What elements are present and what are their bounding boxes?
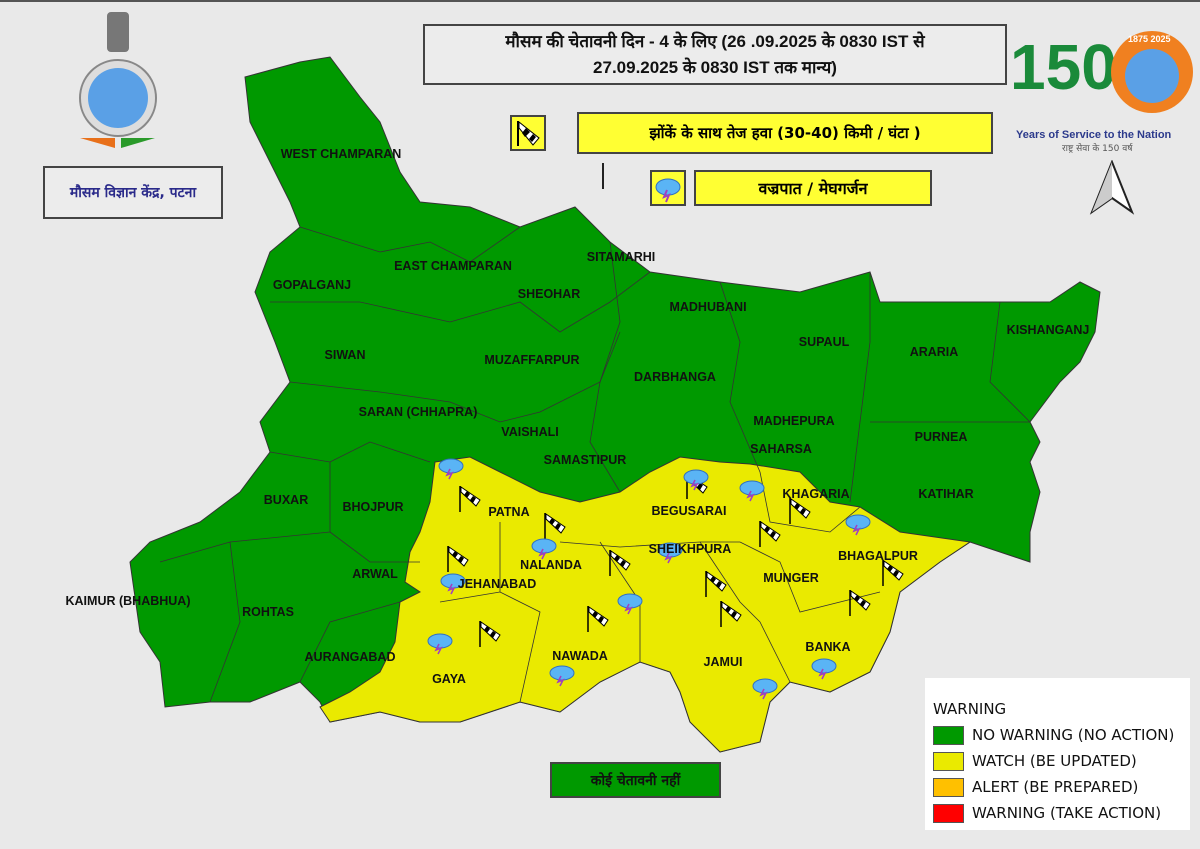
watch-region <box>319 456 972 753</box>
windsock-icon <box>759 521 781 547</box>
thunderstorm-cloud-icon <box>752 678 778 700</box>
district-label: BUXAR <box>263 493 309 507</box>
district-label: GAYA <box>432 672 466 686</box>
windsock-icon <box>705 571 727 597</box>
district-label: PURNEA <box>914 430 968 444</box>
imd-150-years-logo: 150 1875 2025 <box>1010 22 1195 127</box>
district-label: SIWAN <box>324 348 366 362</box>
district-label: SAMASTIPUR <box>543 453 627 467</box>
district-label: MUZAFFARPUR <box>484 353 580 367</box>
district-label: MUNGER <box>763 571 819 585</box>
district-label: ROHTAS <box>242 605 294 619</box>
district-label: NAWADA <box>552 649 608 663</box>
wind-symbol-label: झोंकें के साथ तेज हवा (30-40) किमी / घंट… <box>577 112 993 154</box>
district-label: MADHUBANI <box>669 300 747 314</box>
thunderstorm-cloud-icon <box>739 480 765 502</box>
district-label: DARBHANGA <box>634 370 716 384</box>
district-label: BEGUSARAI <box>651 504 727 518</box>
legend-item-alert: ALERT (BE PREPARED) <box>933 774 1190 800</box>
district-label: NALANDA <box>520 558 582 572</box>
thunderstorm-cloud-icon <box>531 538 557 560</box>
windsock-icon <box>882 560 904 586</box>
district-label: KATIHAR <box>918 487 974 501</box>
district-label: SHEIKHPURA <box>648 542 732 556</box>
district-label: SAHARSA <box>750 442 812 456</box>
windsock-icon <box>447 546 469 572</box>
legend-swatch <box>933 803 964 823</box>
legend-label: WARNING (TAKE ACTION) <box>972 804 1162 822</box>
years-of-service-text: Years of Service to the Nation <box>1016 129 1172 141</box>
windsock-icon <box>587 606 609 632</box>
windsock-icon <box>849 590 871 616</box>
legend-label: NO WARNING (NO ACTION) <box>972 726 1175 744</box>
district-label: KHAGARIA <box>782 487 850 501</box>
imd-badge-icon <box>1111 31 1193 113</box>
district-label: BHAGALPUR <box>838 549 918 563</box>
district-label: WEST CHAMPARAN <box>280 147 402 161</box>
warning-legend: WARNING NO WARNING (NO ACTION) WATCH (BE… <box>925 678 1190 830</box>
thunderstorm-cloud-icon <box>650 170 686 206</box>
legend-item-no-warning: NO WARNING (NO ACTION) <box>933 722 1190 748</box>
district-label: KAIMUR (BHABHUA) <box>65 594 191 608</box>
district-boundaries <box>159 226 1031 703</box>
legend-item-warning: WARNING (TAKE ACTION) <box>933 800 1190 826</box>
badge-years: 1875 2025 <box>1128 34 1171 44</box>
legend-swatch <box>933 725 964 745</box>
district-label: SARAN (CHHAPRA) <box>358 405 478 419</box>
north-arrow-icon <box>1089 160 1135 215</box>
windsock-icon <box>510 115 546 151</box>
district-label: SHEOHAR <box>517 287 581 301</box>
district-label: KISHANGANJ <box>1006 323 1090 337</box>
windsock-icon <box>720 601 742 627</box>
district-label: ARARIA <box>909 345 959 359</box>
legend-swatch <box>933 751 964 771</box>
district-label: ARWAL <box>352 567 398 581</box>
district-label: GOPALGANJ <box>272 278 352 292</box>
legend-label: ALERT (BE PREPARED) <box>972 778 1139 796</box>
logo-150-number: 150 <box>1010 31 1117 103</box>
legend-item-watch: WATCH (BE UPDATED) <box>933 748 1190 774</box>
windsock-icon <box>544 513 566 539</box>
thunderstorm-cloud-icon <box>845 514 871 536</box>
district-label: VAISHALI <box>501 425 559 439</box>
district-label: PATNA <box>488 505 530 519</box>
years-of-service-hindi: राष्ट्र सेवा के 150 वर्ष <box>1062 144 1133 154</box>
thunderstorm-cloud-icon <box>811 658 837 680</box>
no-warning-status: कोई चेतावनी नहीं <box>550 762 721 798</box>
district-label: JAMUI <box>703 655 743 669</box>
thunderstorm-cloud-icon <box>549 665 575 687</box>
windsock-icon <box>459 486 481 512</box>
thunderstorm-cloud-icon <box>683 469 709 491</box>
windsock-icon <box>609 550 631 576</box>
divider <box>602 163 604 189</box>
thunderstorm-cloud-icon <box>440 573 466 595</box>
district-label: BHOJPUR <box>342 500 404 514</box>
imd-emblem-logo <box>79 12 157 148</box>
district-label: BANKA <box>805 640 851 654</box>
district-label: AURANGABAD <box>304 650 396 664</box>
thunderstorm-cloud-icon <box>617 593 643 615</box>
legend-title: WARNING <box>933 700 1007 718</box>
legend-swatch <box>933 777 964 797</box>
windsock-icon <box>479 621 501 647</box>
thunderstorm-cloud-icon <box>427 633 453 655</box>
forecast-title: मौसम की चेतावनी दिन - 4 के लिए (26 .09.2… <box>423 24 1007 85</box>
district-label: SUPAUL <box>798 335 850 349</box>
district-label: EAST CHAMPARAN <box>394 259 512 273</box>
title-line-1: मौसम की चेतावनी दिन - 4 के लिए (26 .09.2… <box>505 31 925 51</box>
district-label: SITAMARHI <box>586 250 656 264</box>
thunder-symbol-label: वज्रपात / मेघगर्जन <box>694 170 932 206</box>
windsock-icon <box>789 498 811 524</box>
legend-label: WATCH (BE UPDATED) <box>972 752 1137 770</box>
thunderstorm-cloud-icon <box>657 542 683 564</box>
title-line-2: 27.09.2025 के 0830 IST तक मान्य) <box>593 57 837 77</box>
district-label: MADHEPURA <box>753 414 835 428</box>
thunderstorm-cloud-icon <box>438 458 464 480</box>
district-label: JEHANABAD <box>457 577 537 591</box>
office-name: मौसम विज्ञान केंद्र, पटना <box>43 166 223 219</box>
